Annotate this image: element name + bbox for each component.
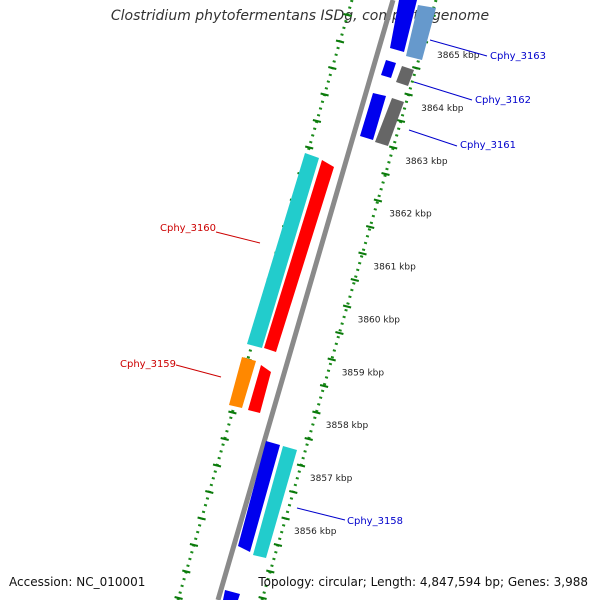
gene-label-cphy-3159[interactable]: Cphy_3159 xyxy=(120,359,176,370)
tick-mark xyxy=(189,543,199,547)
tick-mark xyxy=(281,516,290,521)
leader-line-3161 xyxy=(408,129,458,147)
tick-mark xyxy=(343,13,352,17)
kbp-label: 3858 kbp xyxy=(326,421,369,431)
tick-mark xyxy=(212,463,222,468)
gene-block-top-blue[interactable] xyxy=(390,0,417,52)
tick-mark xyxy=(228,410,237,415)
tick-mark xyxy=(327,357,336,362)
diagram-title: Clostridium phytofermentans ISDg, comple… xyxy=(110,8,490,24)
tick-mark xyxy=(258,596,267,600)
leader-lines xyxy=(175,39,488,521)
genome-backbone xyxy=(215,0,396,600)
tick-mark xyxy=(220,437,229,441)
tick-mark xyxy=(205,490,214,494)
leader-line-3158 xyxy=(296,507,346,521)
gene-block-3160-red[interactable] xyxy=(264,160,334,352)
leader-line-3162 xyxy=(413,81,473,101)
gene-block-3162-blue[interactable] xyxy=(381,60,396,78)
kbp-label: 3856 kbp xyxy=(294,527,337,537)
tick-mark xyxy=(266,569,275,574)
leader-line-3160 xyxy=(215,231,261,244)
kbp-label: 3863 kbp xyxy=(405,157,448,167)
tick-mark xyxy=(396,119,406,123)
kbp-label: 3862 kbp xyxy=(389,210,432,220)
kbp-label: 3859 kbp xyxy=(342,368,385,378)
tick-mark xyxy=(404,92,413,97)
tick-mark xyxy=(273,543,283,547)
tick-mark xyxy=(388,145,398,150)
tick-mark xyxy=(197,516,206,521)
tick-mark xyxy=(312,410,321,415)
gene-label-cphy-3160[interactable]: Cphy_3160 xyxy=(160,223,216,234)
tick-mark xyxy=(412,66,421,70)
gene-block-3159-red[interactable] xyxy=(248,365,271,413)
tick-mark xyxy=(335,331,344,335)
gene-block-bottom-blue[interactable] xyxy=(223,590,240,600)
gene-label-cphy-3158[interactable]: Cphy_3158 xyxy=(347,516,403,527)
gene-block-3160-cyan[interactable] xyxy=(247,153,319,348)
gene-block-3161-gray[interactable] xyxy=(375,98,404,146)
kbp-label-group: 3856 kbp 3857 kbp 3858 kbp 3859 kbp 3860 kbp… xyxy=(294,51,480,537)
kbp-label: 3864 kbp xyxy=(421,104,464,114)
accession-label: Accession: NC_010001 xyxy=(9,575,146,589)
gene-block-top-lightblue[interactable] xyxy=(406,5,436,60)
gene-block-3161-blue[interactable] xyxy=(360,93,386,140)
gene-blocks xyxy=(223,0,436,600)
kbp-label: 3865 kbp xyxy=(437,51,480,61)
gene-block-3162-gray[interactable] xyxy=(396,66,414,86)
gene-label-cphy-3163[interactable]: Cphy_3163 xyxy=(490,51,546,62)
leader-line-3163 xyxy=(429,39,488,57)
tick-mark xyxy=(365,225,375,229)
gene-label-cphy-3161[interactable]: Cphy_3161 xyxy=(460,140,516,151)
tick-mark xyxy=(182,569,191,574)
tick-mark xyxy=(373,198,383,203)
tick-mark xyxy=(358,251,367,256)
kbp-label: 3861 kbp xyxy=(373,263,416,273)
tick-mark xyxy=(312,119,322,123)
gene-label-cphy-3162[interactable]: Cphy_3162 xyxy=(475,95,531,106)
genome-summary: Topology: circular; Length: 4,847,594 bp… xyxy=(258,575,588,589)
tick-mark xyxy=(350,278,360,282)
tick-mark xyxy=(296,463,306,468)
tick-mark xyxy=(342,304,352,309)
tick-mark xyxy=(319,384,329,388)
gene-block-3158-blue[interactable] xyxy=(238,441,280,552)
tick-mark xyxy=(320,92,329,97)
gene-block-3159-orange[interactable] xyxy=(229,357,256,408)
kbp-label: 3860 kbp xyxy=(358,315,401,325)
tick-mark xyxy=(335,39,345,44)
gene-block-3158-cyan[interactable] xyxy=(253,446,297,558)
tick-mark xyxy=(289,490,298,494)
kbp-label: 3857 kbp xyxy=(310,474,353,484)
leader-line-3159 xyxy=(175,364,222,378)
tick-mark xyxy=(381,172,390,176)
tick-mark xyxy=(304,145,314,150)
tick-mark xyxy=(328,66,337,70)
tick-mark xyxy=(304,437,313,441)
tick-mark xyxy=(174,596,183,600)
